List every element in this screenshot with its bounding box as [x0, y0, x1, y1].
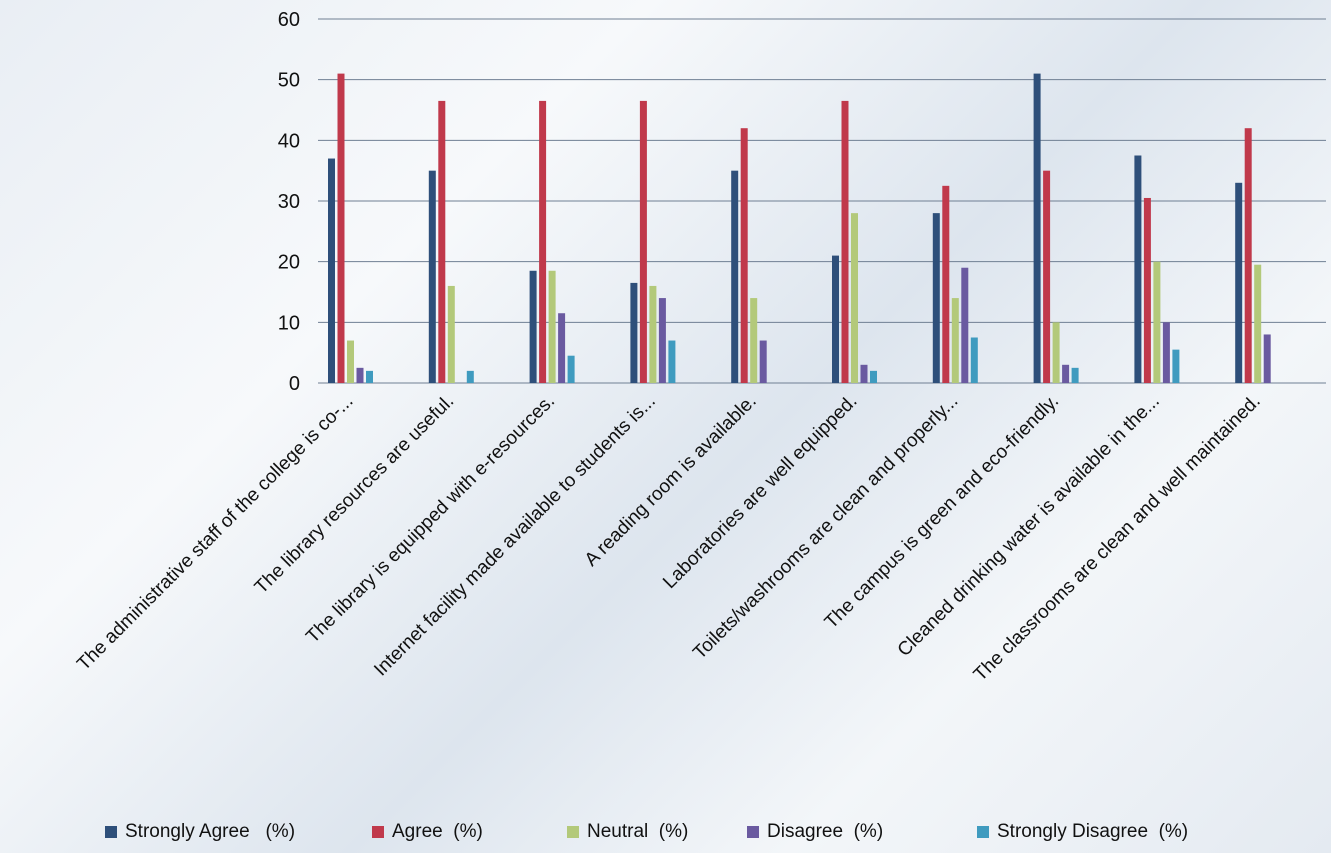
y-tick-label: 30 — [278, 191, 300, 213]
legend-swatch — [105, 826, 117, 838]
bar — [740, 128, 748, 383]
bar — [529, 270, 537, 383]
bar — [539, 100, 547, 384]
bar — [1153, 261, 1161, 383]
bar — [942, 185, 950, 383]
legend-label: Disagree (%) — [767, 821, 883, 842]
bar — [466, 370, 474, 383]
category-labels: The administrative staff of the college … — [73, 391, 1264, 686]
bar — [970, 337, 978, 383]
legend-label: Neutral (%) — [587, 821, 688, 842]
bar — [759, 340, 767, 383]
gridlines — [318, 18, 1326, 384]
y-tick-label: 40 — [278, 130, 300, 152]
bar — [558, 313, 566, 383]
bar — [1172, 349, 1180, 383]
bar — [1244, 128, 1252, 383]
bar — [1033, 73, 1041, 383]
bar — [447, 285, 455, 383]
bar — [438, 100, 446, 384]
bar — [1235, 182, 1243, 383]
bar — [832, 255, 839, 383]
bar — [548, 270, 556, 383]
bar — [668, 340, 676, 383]
bar — [951, 298, 959, 383]
bar — [870, 370, 877, 383]
legend-label: Strongly Agree (%) — [125, 821, 295, 842]
legend-swatch — [977, 826, 989, 838]
bar — [1062, 364, 1070, 383]
bar — [932, 213, 940, 383]
y-tick-label: 10 — [278, 312, 300, 334]
bar — [337, 73, 345, 383]
category-label: The library resources are useful. — [251, 391, 459, 599]
bar — [1043, 170, 1051, 383]
legend-swatch — [747, 826, 759, 838]
legend: Strongly Agree (%) Agree (%) Neutral (%) Di… — [105, 821, 1188, 842]
y-tick-label: 60 — [278, 9, 300, 31]
bar — [841, 100, 849, 384]
bar — [1162, 322, 1170, 383]
y-tick-label: 20 — [278, 252, 300, 274]
bar — [851, 213, 858, 383]
bar — [1254, 264, 1262, 383]
bar — [366, 370, 373, 383]
legend-label: Agree (%) — [392, 821, 483, 842]
bar — [1071, 367, 1079, 383]
bar — [1052, 322, 1060, 383]
bar — [860, 364, 868, 383]
bar — [649, 285, 657, 383]
bar — [1263, 334, 1271, 383]
bar — [750, 298, 758, 383]
bar — [328, 158, 335, 383]
bar — [1134, 155, 1142, 383]
legend-swatch — [567, 826, 579, 838]
bar — [567, 355, 575, 383]
y-axis-ticks: 0 10 20 30 40 50 60 — [278, 9, 300, 395]
bar — [639, 100, 647, 384]
category-label: A reading room is available. — [581, 391, 761, 571]
legend-label: Strongly Disagree (%) — [997, 821, 1188, 842]
y-tick-label: 0 — [289, 373, 300, 395]
bar — [428, 170, 436, 383]
bar — [731, 170, 739, 383]
bar — [961, 267, 969, 383]
bar — [347, 340, 354, 383]
legend-swatch — [372, 826, 384, 838]
bar — [658, 298, 666, 383]
y-tick-label: 50 — [278, 70, 300, 92]
bar — [1143, 197, 1151, 383]
bar — [356, 367, 364, 383]
bar — [630, 282, 638, 383]
category-label: Laboratories are well equipped. — [659, 391, 861, 593]
bars — [328, 73, 1271, 384]
